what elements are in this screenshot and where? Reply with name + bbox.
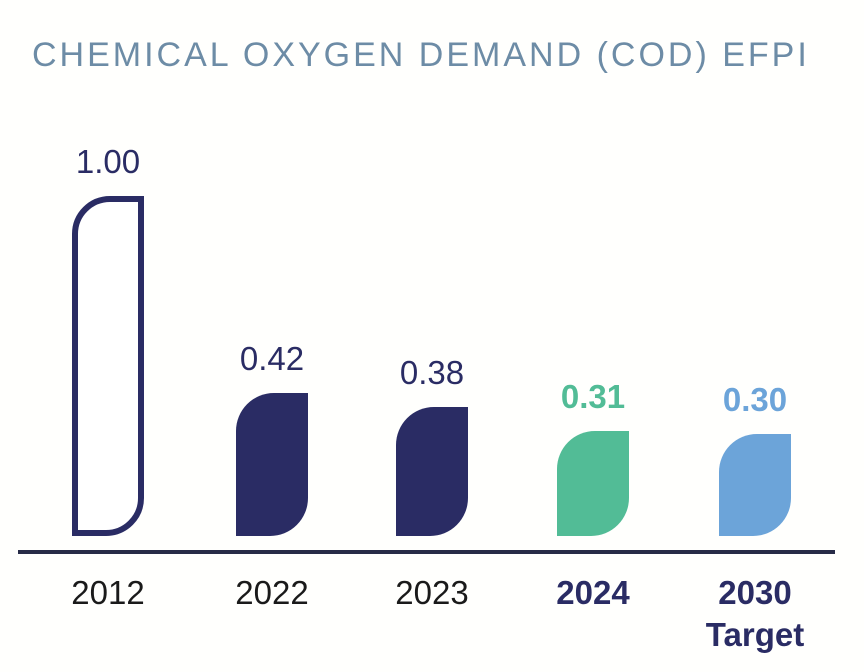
chart-title: CHEMICAL OXYGEN DEMAND (COD) EFPI [32, 36, 810, 74]
bar-value-label-2030-target: 0.30 [722, 381, 788, 418]
bar-value-label-2012: 1.00 [75, 143, 141, 180]
bar-value-label-2023: 0.38 [399, 354, 465, 391]
bar-2024 [557, 431, 629, 536]
bar-value-label-2024: 0.31 [560, 378, 626, 415]
x-tick-label-2023: 2023 [395, 574, 469, 611]
x-tick-label-2022: 2022 [235, 574, 309, 611]
x-tick-label-2024: 2024 [556, 574, 630, 611]
bar-2023 [396, 407, 468, 536]
bar-value-label-2022: 0.42 [239, 340, 305, 377]
x-tick-label-2030-target: 2030 Target [705, 574, 805, 653]
bar-2030-target [719, 434, 791, 536]
x-tick-label-2012: 2012 [71, 574, 145, 611]
bar-2012 [72, 196, 144, 536]
bar-2022 [236, 393, 308, 536]
x-axis-line [18, 550, 835, 554]
